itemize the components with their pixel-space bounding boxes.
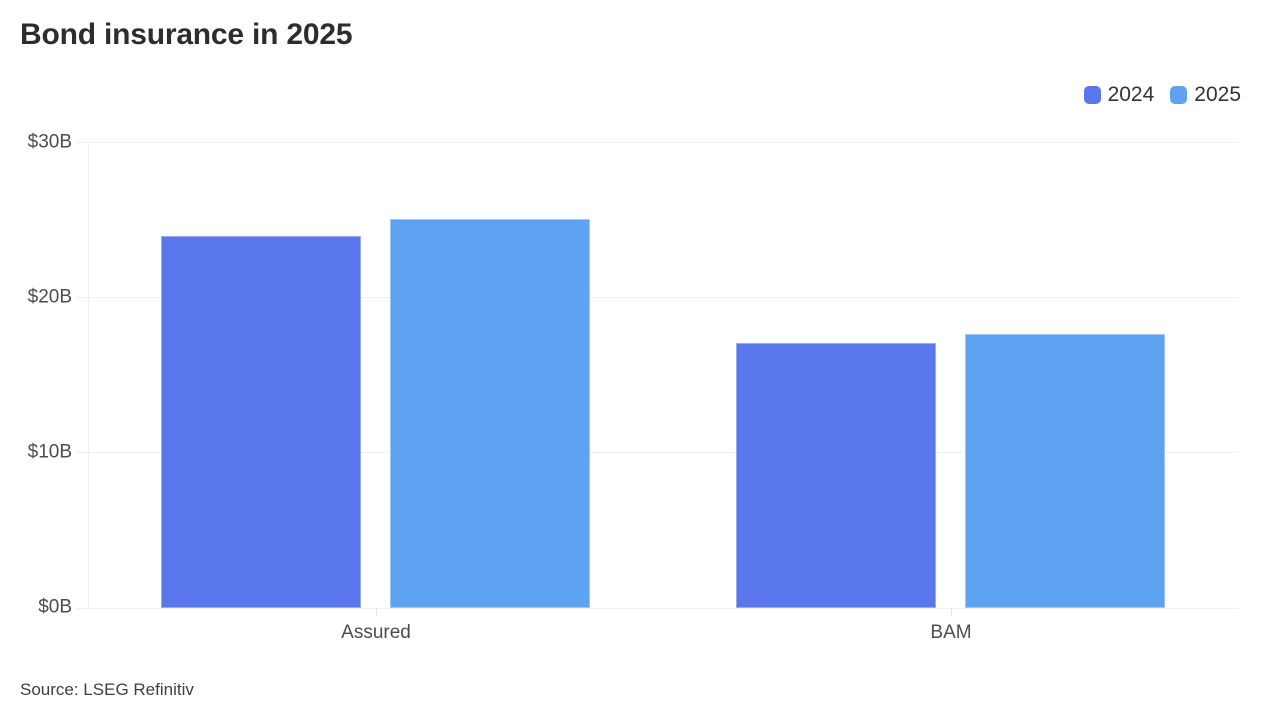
- legend-item-2024: 2024: [1083, 83, 1155, 107]
- x-axis-tick: [951, 608, 952, 616]
- legend-swatch-icon: [1083, 86, 1101, 104]
- y-axis-tick-label: $10B: [27, 441, 72, 463]
- gridline-10b: [76, 452, 1238, 453]
- chart-title: Bond insurance in 2025: [20, 18, 353, 51]
- x-axis-label-assured: Assured: [341, 622, 411, 643]
- legend-item-2025: 2025: [1170, 83, 1241, 107]
- gridline-20b: [76, 297, 1238, 298]
- y-axis-tick-label: $30B: [27, 131, 72, 153]
- chart-legend: 2024 2025: [1083, 83, 1241, 107]
- bar-assured-2025: [390, 219, 590, 608]
- bar-bam-2024: [736, 343, 936, 608]
- bar-bam-2025: [965, 334, 1165, 608]
- y-axis-tick-label: $0B: [38, 596, 72, 618]
- source-attribution: Source: LSEG Refinitiv: [20, 680, 194, 699]
- bar-assured-2024: [161, 236, 361, 608]
- legend-label: 2025: [1194, 83, 1241, 106]
- legend-swatch-icon: [1170, 86, 1188, 104]
- legend-label: 2024: [1107, 83, 1155, 106]
- plot-area: $0B $10B $20B $30B Assured BAM: [28, 132, 1238, 643]
- gridline-30b: [76, 142, 1238, 143]
- y-axis-tick-label: $20B: [27, 286, 72, 308]
- x-axis-label-bam: BAM: [930, 622, 972, 643]
- gridline-0b: [76, 608, 1238, 609]
- x-axis-tick: [376, 608, 377, 616]
